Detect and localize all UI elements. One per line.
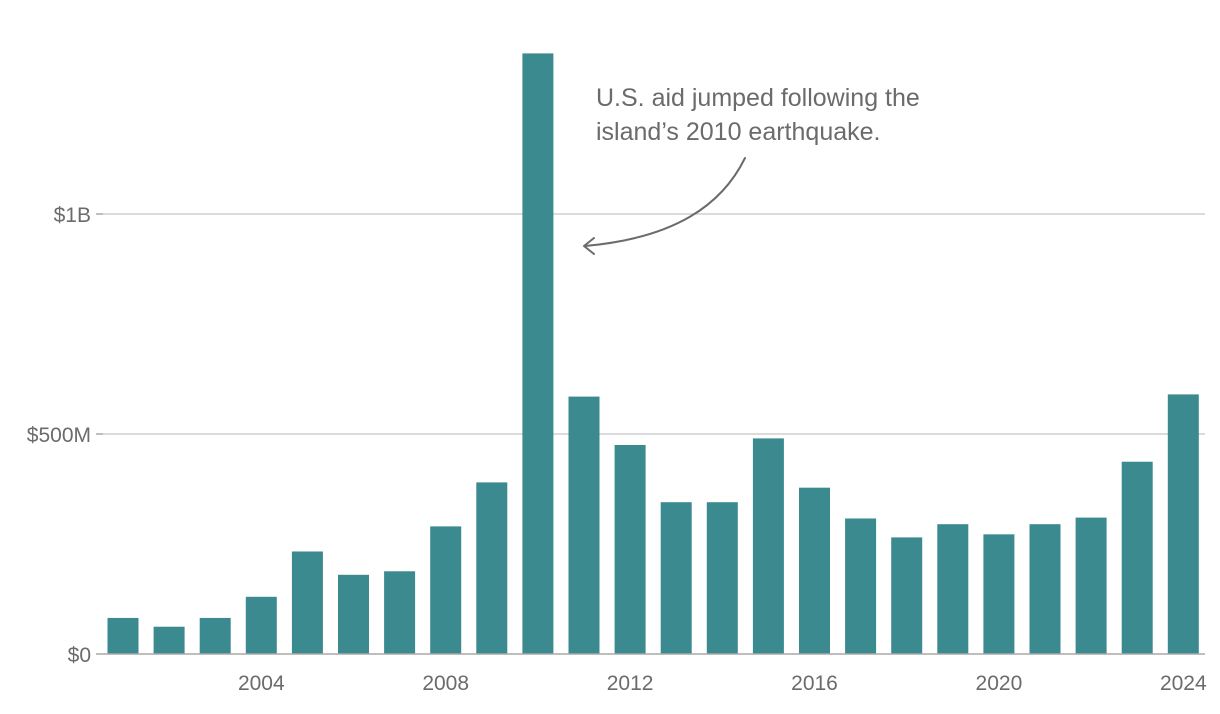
bar-2024 [1167, 394, 1199, 654]
bar-2006 [338, 574, 369, 654]
bar-2005 [291, 551, 323, 654]
x-tick-label-2004: 2004 [238, 672, 285, 695]
bar-2002 [153, 626, 185, 654]
bar-2010 [522, 53, 554, 654]
x-tick-label-2020: 2020 [976, 672, 1023, 695]
bar-2023 [1121, 461, 1153, 654]
bar-2018 [891, 537, 923, 654]
bar-2013 [660, 502, 692, 654]
bar-2021 [1029, 524, 1061, 654]
bar-2017 [845, 518, 877, 654]
bar-2016 [799, 487, 830, 654]
bar-2004 [245, 596, 277, 654]
bar-2001 [107, 617, 139, 654]
annotation-line-1: U.S. aid jumped following the [596, 84, 920, 112]
x-tick-label-2024: 2024 [1160, 672, 1207, 695]
x-axis-ticks: 2004 2008 2012 2016 2020 2024 [238, 672, 1207, 695]
bars [107, 53, 1199, 654]
bar-2020 [983, 534, 1015, 654]
bar-2008 [430, 526, 462, 654]
annotation-arrow [584, 157, 746, 247]
x-tick-label-2012: 2012 [607, 672, 654, 695]
bar-2014 [706, 502, 738, 654]
bar-2012 [614, 445, 646, 654]
annotation: U.S. aid jumped following the island’s 2… [583, 84, 920, 255]
bar-2022 [1075, 517, 1107, 654]
bar-2009 [476, 482, 508, 654]
gridlines [103, 213, 1205, 435]
x-tick-label-2016: 2016 [791, 672, 838, 695]
bar-2003 [199, 617, 231, 654]
y-axis-ticks: $0 $500M $1B [27, 204, 103, 667]
annotation-arrowhead [583, 237, 595, 255]
y-tick-label-500: $500M [27, 424, 91, 447]
annotation-line-2: island’s 2010 earthquake. [596, 118, 880, 146]
y-tick-label-1000: $1B [54, 204, 91, 227]
bar-2015 [752, 438, 784, 654]
bar-2019 [937, 524, 969, 654]
bar-2007 [384, 571, 416, 654]
x-tick-label-2008: 2008 [422, 672, 469, 695]
bar-2011 [568, 396, 600, 654]
y-tick-label-0: $0 [68, 644, 91, 667]
